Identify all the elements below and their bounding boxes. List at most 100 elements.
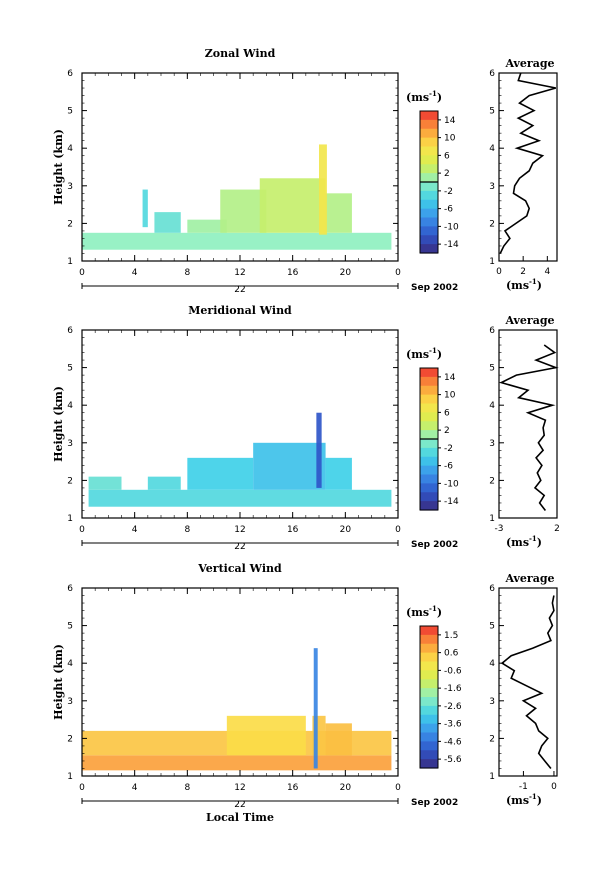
x-tick-label: 0	[79, 525, 85, 535]
colorbar-segment	[420, 403, 438, 413]
date-day: 22	[234, 285, 245, 295]
colorbar-tick-label: -2	[444, 187, 453, 197]
x-tick-label: 12	[234, 783, 245, 793]
x-tick-label: 12	[234, 525, 245, 535]
x-tick-label: 4	[132, 268, 138, 278]
y-tick-label: 1	[67, 514, 73, 524]
colorbar-frame	[419, 625, 439, 769]
panel-title: Zonal Wind	[205, 47, 276, 60]
profile-y-tick-label: 4	[489, 144, 495, 154]
heatmap-region	[142, 189, 148, 228]
y-tick-label: 3	[67, 439, 73, 449]
colorbar-segment	[420, 173, 438, 183]
profile-x-label-sup: -1	[529, 792, 537, 801]
profile-x-label-sup: -1	[529, 277, 537, 286]
y-tick-label: 3	[67, 697, 73, 707]
colorbar-segment	[420, 474, 438, 484]
profile-x-tick-label: 4	[544, 267, 550, 277]
x-tick-label: 16	[287, 268, 299, 278]
colorbar-segment	[420, 652, 438, 663]
x-axis-label: Local Time	[206, 811, 274, 824]
y-tick-label: 5	[67, 622, 73, 632]
profile-x-tick-label: 2	[554, 524, 560, 534]
date-month: Sep 2002	[411, 283, 458, 293]
colorbar-segment	[420, 155, 438, 165]
colorbar-tick-label: 1.5	[444, 631, 458, 641]
colorbar-segment	[420, 697, 438, 707]
profile-y-tick-label: 1	[489, 514, 495, 524]
colorbar-segment	[420, 119, 438, 130]
y-tick-label: 5	[67, 107, 73, 117]
x-tick-label: 20	[340, 525, 352, 535]
panel-title: Vertical Wind	[197, 562, 282, 575]
profile-y-tick-label: 5	[489, 622, 495, 632]
colorbar-segment	[420, 182, 438, 192]
panel-title: Meridional Wind	[188, 304, 292, 317]
heatmap-region	[316, 412, 322, 488]
profile-line	[500, 595, 555, 770]
colorbar-segment	[420, 465, 438, 476]
colorbar-segment	[420, 741, 438, 751]
colorbar-segment	[420, 137, 438, 148]
colorbar-tick-label: -10	[444, 222, 459, 232]
profile-x-tick-label: 2	[520, 267, 526, 277]
heatmap-region	[88, 476, 122, 490]
profile-x-label-close: )	[537, 536, 542, 549]
profile-x-tick-label: 0	[496, 267, 502, 277]
colorbar-segment	[420, 376, 438, 387]
heatmap-region	[259, 178, 326, 233]
colorbar-tick-label: -14	[444, 497, 459, 507]
colorbar-segment	[420, 492, 438, 502]
colorbar-segment	[420, 394, 438, 405]
colorbar-segment	[420, 501, 438, 511]
profile-frame	[498, 72, 558, 262]
x-tick-label: 0	[395, 268, 401, 278]
colorbar-tick-label: -6	[444, 205, 453, 215]
x-tick-label: 16	[287, 783, 299, 793]
y-tick-label: 6	[67, 326, 73, 336]
colorbar-segment	[420, 447, 438, 458]
y-tick-label: 6	[67, 69, 73, 79]
y-tick-label: 4	[67, 144, 73, 154]
colorbar-segment	[420, 421, 438, 431]
heatmap-region	[325, 723, 352, 756]
colorbar-segment	[420, 208, 438, 219]
heatmap-region	[82, 232, 392, 250]
heatmap-region	[154, 212, 181, 233]
colorbar-tick-label: 0.6	[444, 649, 459, 659]
profile-frame	[498, 587, 558, 777]
colorbar-segment	[420, 634, 438, 645]
colorbar-segment	[420, 430, 438, 440]
profile-x-label-base: (ms	[506, 279, 529, 292]
colorbar-tick-label: -0.6	[444, 666, 462, 676]
colorbar-segment	[420, 244, 438, 254]
heatmap-region	[88, 489, 392, 507]
profile-y-tick-label: 4	[489, 401, 495, 411]
colorbar-tick-label: 2	[444, 426, 450, 436]
colorbar-units-close: )	[437, 91, 442, 104]
colorbar-units-close: )	[437, 348, 442, 361]
colorbar-tick-label: 14	[444, 116, 456, 126]
colorbar-segment	[420, 759, 438, 769]
heatmap-region	[325, 457, 352, 490]
colorbar-units: (ms-1)	[406, 89, 442, 104]
profile-line	[499, 72, 557, 254]
x-tick-label: 4	[132, 783, 138, 793]
heatmap-region	[220, 189, 267, 233]
colorbar-segment	[420, 235, 438, 245]
profile-y-tick-label: 6	[489, 69, 495, 79]
profile-x-tick-label: -3	[495, 524, 504, 534]
colorbar-tick-label: 2	[444, 169, 450, 179]
colorbar-tick-label: -10	[444, 479, 459, 489]
colorbar-segment	[420, 111, 438, 121]
y-axis-label: Height (km)	[52, 386, 65, 462]
colorbar-units-sup: -1	[429, 346, 437, 355]
colorbar-segment	[420, 190, 438, 201]
profile-y-tick-label: 6	[489, 584, 495, 594]
date-month: Sep 2002	[411, 540, 458, 550]
colorbar-segment	[420, 199, 438, 210]
date-day: 22	[234, 800, 245, 810]
profile-title: Average	[504, 314, 554, 327]
date-day: 22	[234, 542, 245, 552]
